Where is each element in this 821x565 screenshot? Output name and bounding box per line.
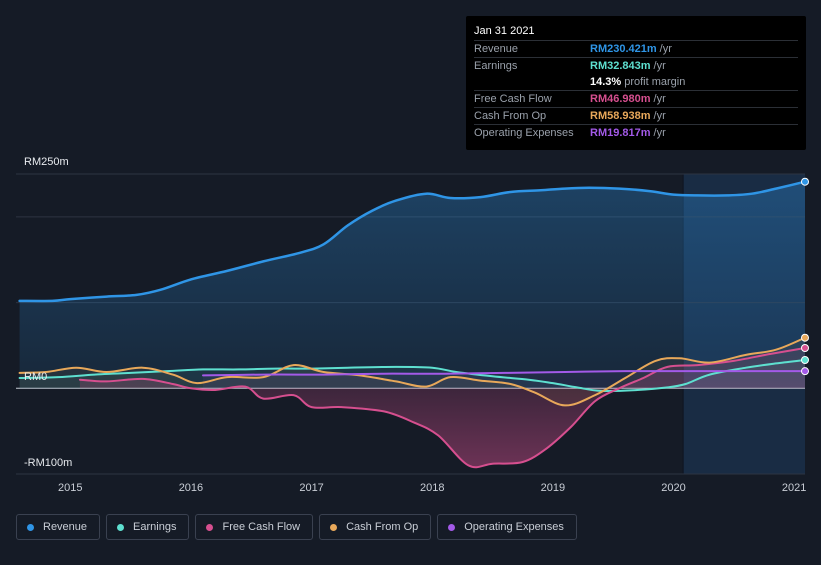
x-tick-label: 2020 [661,482,685,494]
tooltip-value: RM230.421m [590,43,657,55]
tooltip-label: Earnings [474,60,518,72]
x-tick-label: 2018 [420,482,444,494]
tooltip-unit: /yr [659,43,672,55]
free-cash-flow-area [79,348,805,468]
chart-legend: Revenue Earnings Free Cash Flow Cash Fro… [16,514,577,542]
free-cash-flow-line [78,347,806,469]
x-tick-label: 2021 [782,482,806,494]
legend-dot [448,523,456,531]
cash-from-op-end-point [801,333,809,342]
operating-expenses-end-point [801,367,809,376]
x-tick-label: 2019 [541,482,565,494]
legend-label: Revenue [43,521,88,533]
tooltip-unit: /yr [653,60,666,72]
tooltip-value: RM46.980m [590,93,651,105]
tooltip-row-cash-from-op: Cash From Op RM58.938m /yr [474,107,798,124]
y-tick-label: -RM100m [24,457,72,469]
x-tick-label: 2015 [58,482,82,494]
tooltip-label: Revenue [474,43,519,55]
legend-label: Free Cash Flow [222,521,301,533]
legend-label: Earnings [133,521,177,533]
earnings-end-point [801,356,809,364]
tooltip-row-revenue: Revenue RM230.421m /yr [474,40,798,57]
revenue-end-point [801,177,809,186]
cash-from-op-line [18,336,806,407]
legend-item-operating-expenses[interactable]: Operating Expenses [437,514,577,540]
tooltip-row-free-cash-flow: Free Cash Flow RM46.980m /yr [474,90,798,107]
profit-margin-value: 14.3% [590,76,622,88]
x-tick-label: 2017 [299,482,323,494]
legend-item-cash-from-op[interactable]: Cash From Op [319,514,432,540]
tooltip-date: Jan 31 2021 [474,25,535,37]
revenue-area [19,181,806,389]
tooltip-panel: Jan 31 2021 Revenue RM230.421m /yr Earni… [466,16,806,150]
legend-dot [117,523,125,531]
legend-item-revenue[interactable]: Revenue [16,514,101,540]
y-tick-label: RM0 [24,371,47,383]
earnings-area [19,360,806,392]
tooltip-unit: /yr [653,127,666,139]
y-tick-label: RM250m [24,156,69,168]
operating-expenses-line [202,370,806,377]
tooltip-label: Operating Expenses [474,127,574,139]
tooltip-unit: /yr [653,93,666,105]
tooltip-value: RM32.843m [590,60,651,72]
earnings-line [18,359,806,393]
x-tick-label: 2016 [179,482,203,494]
free-cash-flow-end-point [801,344,809,352]
tooltip-unit: /yr [653,110,666,122]
legend-label: Operating Expenses [464,521,564,533]
tooltip-label: Cash From Op [474,110,547,122]
tooltip-value: RM19.817m [590,127,651,139]
tooltip-value: RM58.938m [590,110,651,122]
tooltip-row-earnings: Earnings RM32.843m /yr [474,57,798,74]
revenue-line [18,180,807,303]
legend-item-free-cash-flow[interactable]: Free Cash Flow [195,514,314,540]
tooltip-row-profit-margin: 14.3% profit margin [474,74,798,90]
legend-dot [206,523,214,531]
legend-label: Cash From Op [346,521,419,533]
legend-item-earnings[interactable]: Earnings [106,514,190,540]
legend-dot [27,523,34,531]
legend-dot [330,523,338,531]
profit-margin-label: profit margin [624,76,686,88]
tooltip-label: Free Cash Flow [474,93,552,105]
tooltip-row-operating-expenses: Operating Expenses RM19.817m /yr [474,124,798,141]
